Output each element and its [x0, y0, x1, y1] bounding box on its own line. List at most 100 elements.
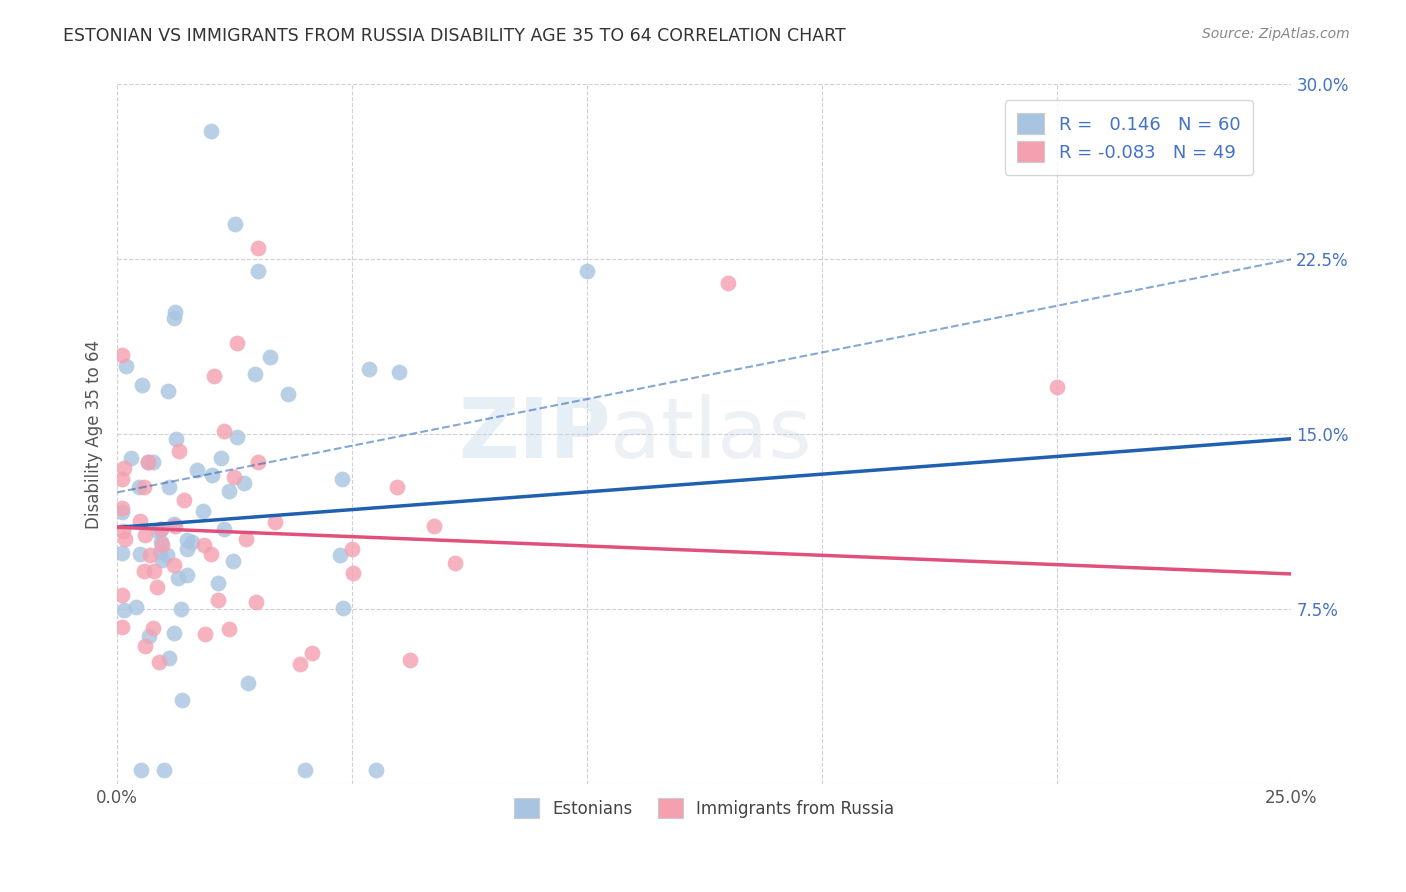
- Point: [245, 595, 267, 609]
- Point: [218, 623, 240, 637]
- Point: [132, 565, 155, 579]
- Point: [136, 455, 159, 469]
- Point: [186, 463, 208, 477]
- Point: [162, 310, 184, 325]
- Point: [138, 629, 160, 643]
- Point: [149, 535, 172, 549]
- Point: [128, 480, 150, 494]
- Point: [207, 575, 229, 590]
- Point: [156, 549, 179, 563]
- Point: [201, 467, 224, 482]
- Point: [247, 264, 270, 278]
- Point: [288, 657, 311, 671]
- Point: [157, 480, 180, 494]
- Point: [332, 601, 354, 615]
- Point: [111, 588, 134, 602]
- Point: [142, 622, 165, 636]
- Point: [301, 646, 323, 660]
- Point: [150, 538, 173, 552]
- Point: [172, 693, 194, 707]
- Point: [163, 305, 186, 319]
- Point: [226, 335, 249, 350]
- Point: [224, 217, 246, 231]
- Point: [167, 444, 190, 458]
- Point: [294, 763, 316, 777]
- Point: [157, 651, 180, 665]
- Point: [575, 264, 598, 278]
- Point: [225, 430, 247, 444]
- Point: [125, 599, 148, 614]
- Text: atlas: atlas: [610, 393, 813, 475]
- Point: [129, 514, 152, 528]
- Point: [222, 554, 245, 568]
- Point: [193, 538, 215, 552]
- Point: [148, 656, 170, 670]
- Point: [156, 384, 179, 398]
- Point: [115, 359, 138, 374]
- Point: [111, 505, 134, 519]
- Point: [163, 626, 186, 640]
- Point: [243, 368, 266, 382]
- Point: [246, 455, 269, 469]
- Point: [357, 361, 380, 376]
- Point: [212, 425, 235, 439]
- Point: [111, 348, 134, 362]
- Point: [128, 547, 150, 561]
- Point: [259, 351, 281, 365]
- Point: [263, 515, 285, 529]
- Point: [235, 532, 257, 546]
- Point: [385, 481, 408, 495]
- Point: [200, 124, 222, 138]
- Point: [277, 386, 299, 401]
- Point: [167, 571, 190, 585]
- Point: [224, 470, 246, 484]
- Point: [332, 472, 354, 486]
- Point: [111, 546, 134, 560]
- Point: [129, 763, 152, 777]
- Legend: Estonians, Immigrants from Russia: Estonians, Immigrants from Russia: [508, 792, 901, 824]
- Point: [165, 433, 187, 447]
- Point: [163, 558, 186, 573]
- Point: [388, 365, 411, 379]
- Point: [173, 493, 195, 508]
- Point: [364, 763, 387, 777]
- Point: [150, 552, 173, 566]
- Point: [114, 533, 136, 547]
- Point: [200, 547, 222, 561]
- Point: [134, 528, 156, 542]
- Point: [444, 557, 467, 571]
- Point: [136, 455, 159, 469]
- Point: [176, 541, 198, 556]
- Point: [194, 627, 217, 641]
- Point: [247, 241, 270, 255]
- Point: [149, 545, 172, 559]
- Point: [112, 461, 135, 475]
- Point: [111, 524, 134, 539]
- Point: [218, 483, 240, 498]
- Point: [142, 455, 165, 469]
- Point: [143, 564, 166, 578]
- Point: [120, 450, 142, 465]
- Point: [153, 763, 176, 777]
- Point: [169, 601, 191, 615]
- Point: [146, 524, 169, 539]
- Point: [342, 566, 364, 581]
- Text: Source: ZipAtlas.com: Source: ZipAtlas.com: [1202, 27, 1350, 41]
- Point: [134, 639, 156, 653]
- Point: [209, 451, 232, 466]
- Point: [176, 533, 198, 547]
- Point: [150, 522, 173, 536]
- Point: [329, 548, 352, 562]
- Point: [131, 378, 153, 392]
- Point: [111, 620, 134, 634]
- Point: [146, 580, 169, 594]
- Point: [112, 603, 135, 617]
- Point: [132, 480, 155, 494]
- Point: [202, 368, 225, 383]
- Text: ESTONIAN VS IMMIGRANTS FROM RUSSIA DISABILITY AGE 35 TO 64 CORRELATION CHART: ESTONIAN VS IMMIGRANTS FROM RUSSIA DISAB…: [63, 27, 846, 45]
- Point: [207, 592, 229, 607]
- Point: [398, 653, 420, 667]
- Text: ZIP: ZIP: [458, 393, 610, 475]
- Y-axis label: Disability Age 35 to 64: Disability Age 35 to 64: [86, 340, 103, 529]
- Point: [717, 276, 740, 290]
